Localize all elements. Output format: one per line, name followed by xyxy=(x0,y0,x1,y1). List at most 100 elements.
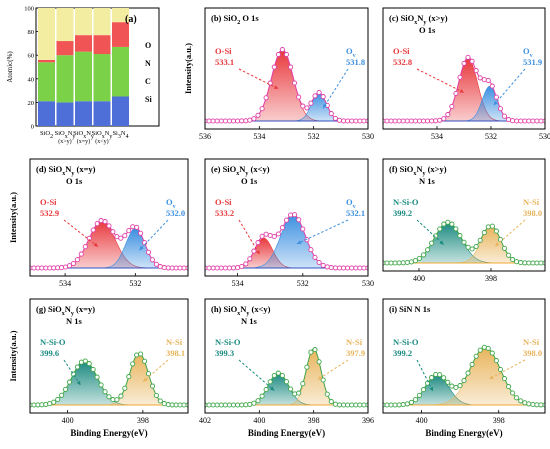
bar-si xyxy=(56,102,74,126)
data-point xyxy=(90,227,96,233)
data-point xyxy=(130,224,136,230)
data-point xyxy=(312,93,318,99)
bar-si xyxy=(93,101,111,126)
data-point xyxy=(542,402,545,408)
data-point xyxy=(441,221,447,227)
peak-label-second-value: 531.8 xyxy=(346,57,365,67)
data-point xyxy=(296,217,302,223)
data-point xyxy=(153,261,159,267)
plot-area xyxy=(30,351,188,408)
data-point xyxy=(243,402,249,408)
arrow-head xyxy=(76,380,81,386)
data-point xyxy=(271,372,277,379)
plot-area xyxy=(205,212,368,271)
peak-label-second: Ov xyxy=(523,46,533,59)
arrow-line xyxy=(416,68,465,94)
data-point xyxy=(473,353,479,359)
text-part: x xyxy=(413,171,416,177)
text-part: y xyxy=(71,171,74,177)
data-point xyxy=(304,364,310,370)
data-point xyxy=(86,361,92,367)
bar-n xyxy=(112,22,129,47)
x-tick-label: 532 xyxy=(129,279,141,288)
bar-si xyxy=(75,101,92,126)
data-point xyxy=(226,118,232,124)
data-point xyxy=(404,401,410,407)
x-tick-label: 398 xyxy=(308,416,320,425)
plot-area xyxy=(383,219,545,266)
text-part: N-Si-O xyxy=(215,337,241,347)
x-tick-label: 400 xyxy=(62,416,74,425)
x-tick-label: 402 xyxy=(199,416,211,425)
data-point xyxy=(149,257,155,263)
peak-main xyxy=(383,57,545,122)
data-point xyxy=(320,94,326,100)
arrow-head xyxy=(317,375,323,380)
data-point xyxy=(501,245,508,251)
text-part: N-Si xyxy=(523,197,540,207)
arrow-line xyxy=(493,68,526,106)
data-point xyxy=(296,390,302,396)
text-part: O xyxy=(166,197,173,207)
arrow-line xyxy=(416,359,434,392)
text-part: N-Si-O xyxy=(40,337,66,347)
data-point xyxy=(457,383,463,389)
text-part: x xyxy=(65,134,68,140)
bar-n xyxy=(56,41,74,56)
peak-label-second-value: 398.0 xyxy=(523,348,542,358)
data-point xyxy=(489,223,495,229)
panel-title-line2: N 1s xyxy=(419,176,436,186)
peak-label-second-value: 398.1 xyxy=(166,348,185,358)
bar-c xyxy=(75,51,92,102)
text-part: O-Si xyxy=(215,197,232,207)
data-point xyxy=(429,375,435,381)
data-point xyxy=(145,371,152,377)
data-point xyxy=(353,118,359,124)
data-point xyxy=(412,258,418,264)
data-point xyxy=(74,364,80,370)
text-part: SiO xyxy=(401,13,415,23)
text-part: SiO xyxy=(73,130,83,137)
text-part: y xyxy=(245,171,248,177)
data-point xyxy=(292,212,298,218)
plot-area xyxy=(383,54,545,124)
y-tick-label: 80 xyxy=(28,29,35,36)
data-point xyxy=(526,260,532,266)
bar-o xyxy=(38,8,55,60)
data-point xyxy=(259,106,265,112)
bar-n xyxy=(75,35,92,52)
data-point xyxy=(255,398,261,404)
arrow-head xyxy=(429,386,433,392)
legend-label-c: C xyxy=(145,77,151,86)
data-point xyxy=(416,392,422,398)
data-point xyxy=(453,90,459,96)
peak-label-main-value: 399.6 xyxy=(40,348,59,358)
text-part: y xyxy=(72,134,75,140)
data-point xyxy=(332,401,338,407)
data-point xyxy=(497,366,504,373)
data-point xyxy=(542,118,545,124)
arrow-line xyxy=(488,359,526,380)
text-part: (x=y) xyxy=(74,164,95,174)
data-point xyxy=(98,218,104,224)
peak-label-second: N-Si xyxy=(346,337,363,347)
data-point xyxy=(283,51,290,58)
x-tick-condition: (x<y) xyxy=(95,138,108,145)
peak-label-main: N-Si-O xyxy=(393,337,419,347)
peak-label-second: N-Si xyxy=(166,337,183,347)
data-point xyxy=(449,221,455,227)
plot-frame xyxy=(204,298,369,414)
data-point xyxy=(300,381,306,387)
panel-c: 534 532 530(c) SiOxNy (x>y)O 1sO-Si532.8Ov… xyxy=(382,7,550,141)
text-part: x xyxy=(237,311,240,317)
data-point xyxy=(226,402,232,408)
data-point xyxy=(247,401,253,407)
text-part: O xyxy=(346,197,353,207)
data-point xyxy=(433,118,439,124)
panel-title-line2: O 1s xyxy=(419,25,436,35)
x-tick-label: 532 xyxy=(485,132,497,141)
text-part: x xyxy=(83,134,86,140)
data-point xyxy=(263,386,269,393)
text-part: N-Si-O xyxy=(393,337,419,347)
